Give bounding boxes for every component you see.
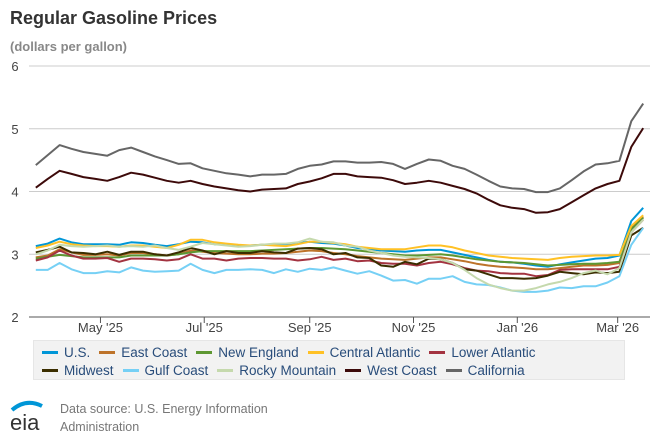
svg-text:eia: eia	[10, 410, 40, 434]
eia-logo: eia	[10, 400, 43, 434]
legend-item[interactable]: U.S.	[42, 344, 90, 361]
y-tick-label: 6	[11, 59, 18, 74]
legend-item[interactable]: Gulf Coast	[122, 362, 209, 379]
legend-item[interactable]: New England	[196, 344, 299, 361]
legend-label: U.S.	[64, 345, 91, 360]
legend-swatch	[429, 351, 446, 354]
legend-label: New England	[218, 345, 299, 360]
series-line-california	[35, 103, 645, 194]
legend-item[interactable]: Central Atlantic	[307, 344, 421, 361]
chart-title: Regular Gasoline Prices	[10, 8, 218, 28]
legend-item[interactable]: East Coast	[99, 344, 187, 361]
legend-swatch	[99, 351, 116, 354]
series-line-gulf-coast	[35, 227, 645, 293]
legend-item[interactable]: Lower Atlantic	[429, 344, 535, 361]
series-line-rocky-mountain	[35, 219, 644, 292]
x-tick-label: May '25	[78, 320, 123, 335]
x-tick-label: Nov '25	[392, 320, 436, 335]
series-line-west-coast	[35, 127, 645, 214]
series-line-midwest	[35, 227, 644, 280]
legend-label: East Coast	[121, 345, 188, 360]
x-tick-label: Jan '26	[497, 320, 539, 335]
legend-item[interactable]: California	[445, 362, 525, 379]
legend-swatch	[42, 351, 58, 354]
legend-swatch	[42, 368, 58, 372]
legend: U.S. East Coast New England Central Atlanti…	[33, 340, 625, 380]
legend-swatch	[196, 351, 213, 354]
y-tick-label: 3	[11, 247, 18, 262]
legend-label: Central Atlantic	[329, 345, 421, 360]
y-tick-label: 5	[11, 122, 18, 137]
legend-label: Rocky Mountain	[239, 362, 337, 378]
data-source-line2: Administration	[60, 420, 140, 434]
legend-swatch	[345, 368, 362, 372]
series-line-lower-atlantic	[35, 219, 644, 278]
legend-item[interactable]: West Coast	[345, 362, 437, 379]
legend-swatch	[307, 351, 324, 354]
legend-item[interactable]: Midwest	[42, 362, 114, 379]
y-tick-label: 4	[11, 185, 18, 200]
legend-item[interactable]: Rocky Mountain	[217, 362, 336, 379]
y-tick-label: 2	[11, 310, 18, 325]
series-line-new-england	[35, 217, 644, 267]
legend-label: Midwest	[64, 362, 114, 378]
series-line-u-s-	[35, 207, 644, 268]
legend-label: Lower Atlantic	[451, 345, 536, 360]
plot-area: 2 3 4 5 6 May '25 Jul '25 Sep '25 Nov '25 Jan '26…	[11, 59, 650, 335]
legend-swatch	[445, 368, 462, 372]
legend-label: West Coast	[367, 362, 437, 378]
x-tick-label: Sep '25	[288, 320, 332, 335]
data-source: Data source: U.S. Energy Information Adm…	[60, 400, 268, 436]
legend-swatch	[217, 368, 234, 372]
legend-label: Gulf Coast	[144, 362, 209, 378]
legend-label: California	[467, 362, 525, 378]
data-source-line1: Data source: U.S. Energy Information	[60, 402, 268, 416]
x-tick-label: Jul '25	[186, 320, 223, 335]
chart-subtitle: (dollars per gallon)	[10, 39, 128, 54]
x-tick-label: Mar '26	[596, 320, 639, 335]
legend-swatch	[122, 368, 139, 372]
